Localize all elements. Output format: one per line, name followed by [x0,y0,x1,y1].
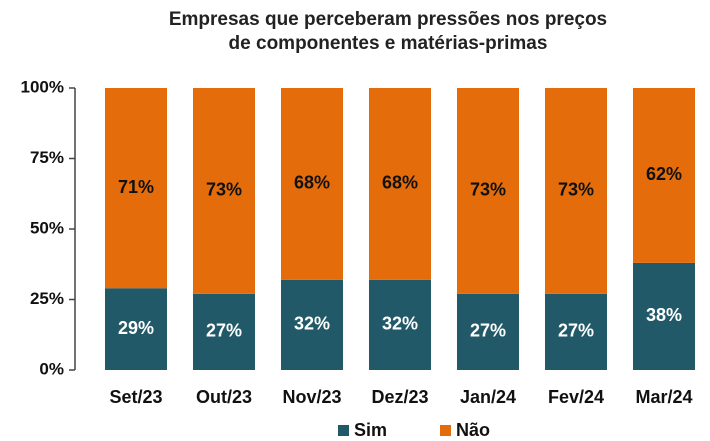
chart-title: Empresas que perceberam pressões nos pre… [169,9,607,30]
data-label: 27% [470,321,506,341]
legend-swatch [440,425,451,436]
data-label: 73% [206,180,242,200]
x-tick-label: Nov/23 [282,387,341,407]
y-tick-label: 100% [21,77,64,96]
bar-segment [545,293,607,370]
data-label: 27% [206,321,242,341]
x-tick-label: Out/23 [196,387,252,407]
bar-segment [105,288,167,370]
data-label: 27% [558,321,594,341]
chart-title: de componentes e matérias-primas [229,33,548,54]
bar-segment [369,88,431,280]
y-tick-label: 75% [30,148,64,167]
bar-segment [281,88,343,280]
y-tick-label: 50% [30,218,64,237]
data-label: 73% [558,180,594,200]
legend-label: Não [456,420,490,440]
legend-swatch [338,425,349,436]
bar-segment [633,262,695,370]
x-tick-label: Set/23 [109,387,162,407]
data-label: 73% [470,180,506,200]
data-label: 38% [646,305,682,325]
data-label: 71% [118,177,154,197]
y-tick-label: 25% [30,289,64,308]
bar-segment [193,293,255,370]
data-label: 32% [294,314,330,334]
bar-segment [633,88,695,263]
x-tick-label: Mar/24 [635,387,692,407]
bar-segment [457,88,519,294]
data-label: 68% [382,173,418,193]
data-label: 29% [118,318,154,338]
bar-segment [281,279,343,370]
x-tick-label: Dez/23 [371,387,428,407]
bar-segment [369,279,431,370]
x-tick-label: Fev/24 [548,387,604,407]
data-label: 32% [382,314,418,334]
bar-segment [545,88,607,294]
data-label: 68% [294,173,330,193]
x-tick-label: Jan/24 [460,387,516,407]
bar-segment [193,88,255,294]
y-tick-label: 0% [39,359,64,378]
bar-segment [457,293,519,370]
legend-label: Sim [354,420,387,440]
data-label: 62% [646,164,682,184]
bar-segment [105,88,167,289]
